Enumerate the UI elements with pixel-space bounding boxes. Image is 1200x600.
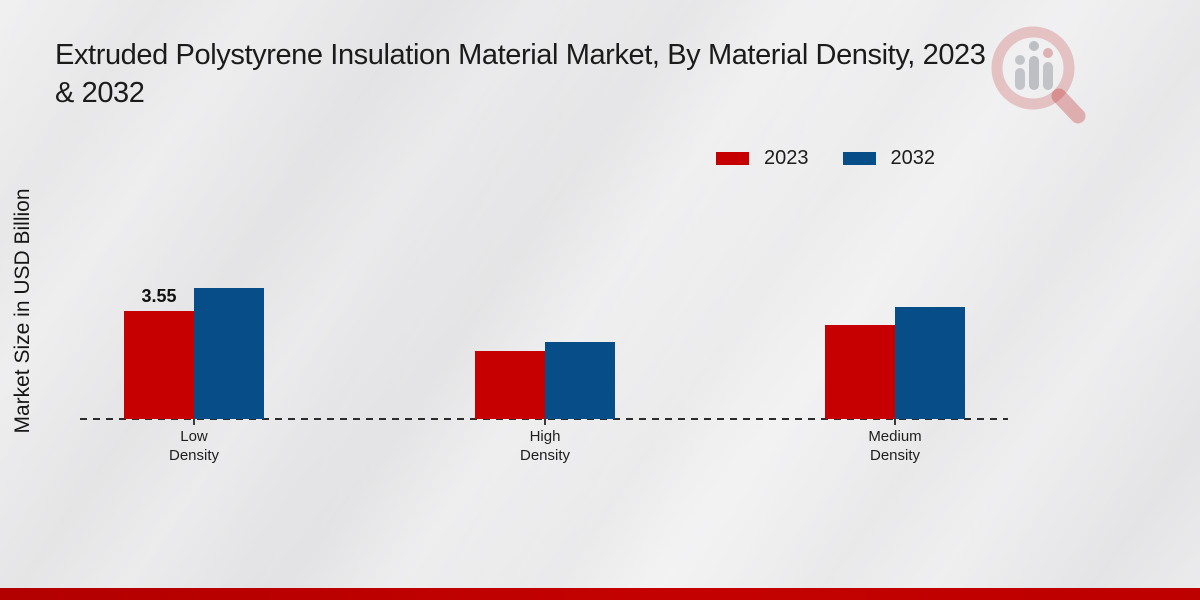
bar-2023-medium-density [825,325,895,419]
legend-item-2023: 2023 [716,147,809,170]
bar-value-label-2023-low-density: 3.55 [141,286,177,306]
legend-item-2032: 2032 [842,147,936,170]
bottom-accent-bar [0,588,1200,600]
bar-2023-high-density [475,351,545,419]
chart-title-line2: & 2032 [55,77,145,110]
chart-legend: 2023 2032 [716,147,935,170]
x-axis-tick-low-density [193,419,195,425]
category-label-medium-density: Medium Density [868,428,922,464]
chart-title-line1: Extruded Polystyrene Insulation Material… [55,39,986,71]
bar-group-low-density: 3.55 [124,286,264,419]
bar-2023-low-density: 3.55 [124,286,194,419]
bar-chart-plot-area: 3.55 Low Density High Density Medium Densit… [80,140,1008,464]
bar-2032-high-density [545,342,615,419]
legend-swatch-2023 [716,152,749,165]
x-axis-tick-medium-density [894,419,896,425]
bar-group-medium-density [825,307,965,419]
x-axis-tick-high-density [544,419,546,425]
bar-2032-low-density [194,288,264,419]
y-axis-label: Market Size in USD Billion [11,188,34,434]
category-label-low-density: Low Density [168,428,220,464]
category-label-high-density: High Density [519,428,571,464]
magnifier-bar-chart-logo-icon [991,26,1086,124]
bar-group-high-density [475,342,615,419]
bar-2032-medium-density [895,307,965,419]
legend-label-2032: 2032 [890,147,936,169]
chart-title: Extruded Polystyrene Insulation Material… [55,36,1175,113]
legend-swatch-2032 [842,152,876,165]
legend-label-2023: 2023 [764,147,809,169]
